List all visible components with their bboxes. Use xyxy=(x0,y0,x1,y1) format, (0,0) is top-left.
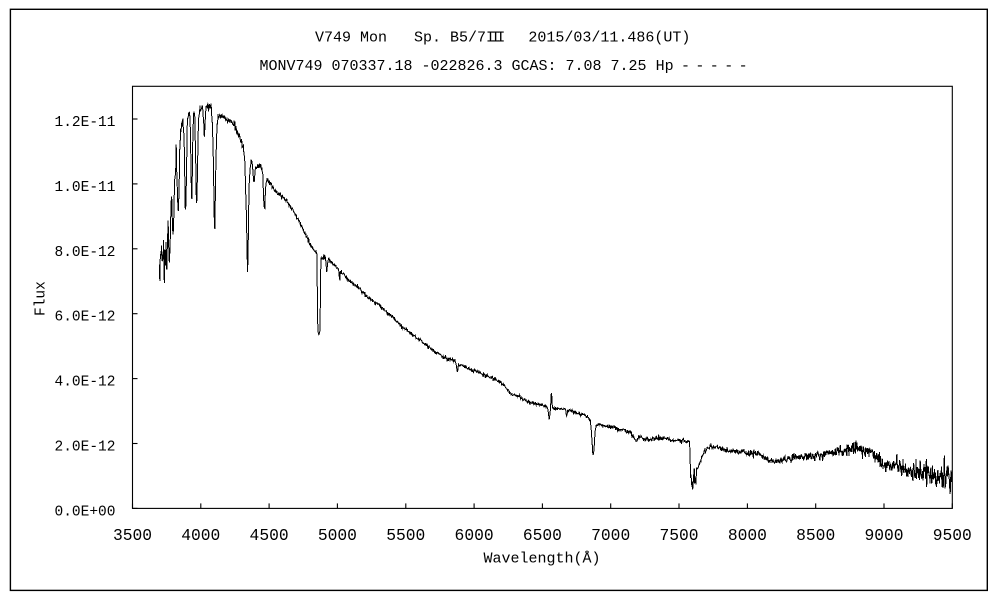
svg-text:MONV749 070337.18 -022826.3 GC: MONV749 070337.18 -022826.3 GCAS: 7.08 7… xyxy=(260,58,674,75)
svg-text:V749 Mon Sp. B5/7III 2015/: V749 Mon Sp. B5/7III 2015/03/11.486(UT) xyxy=(315,30,690,47)
svg-text:Wavelength(Å): Wavelength(Å) xyxy=(483,551,600,568)
svg-text:Flux: Flux xyxy=(34,281,50,316)
svg-text:5000: 5000 xyxy=(318,526,357,545)
svg-text:7500: 7500 xyxy=(659,526,698,545)
svg-text:- - - - -: - - - - - xyxy=(681,58,746,75)
svg-text:5500: 5500 xyxy=(386,526,425,545)
svg-text:4000: 4000 xyxy=(181,526,220,545)
svg-text:6500: 6500 xyxy=(523,526,562,545)
svg-text:3500: 3500 xyxy=(113,526,152,545)
svg-text:8.0E-12: 8.0E-12 xyxy=(55,245,116,261)
svg-text:9000: 9000 xyxy=(864,526,903,545)
svg-text:0.0E+00: 0.0E+00 xyxy=(55,504,116,520)
svg-text:6.0E-12: 6.0E-12 xyxy=(55,310,116,326)
svg-text:2.0E-12: 2.0E-12 xyxy=(55,440,116,456)
svg-text:4500: 4500 xyxy=(250,526,289,545)
svg-text:4.0E-12: 4.0E-12 xyxy=(55,375,116,391)
svg-text:1.2E-11: 1.2E-11 xyxy=(55,115,116,131)
svg-text:7000: 7000 xyxy=(591,526,630,545)
svg-text:8000: 8000 xyxy=(728,526,767,545)
svg-text:8500: 8500 xyxy=(796,526,835,545)
svg-text:1.0E-11: 1.0E-11 xyxy=(55,180,116,196)
svg-text:6000: 6000 xyxy=(455,526,494,545)
svg-text:9500: 9500 xyxy=(933,526,972,545)
